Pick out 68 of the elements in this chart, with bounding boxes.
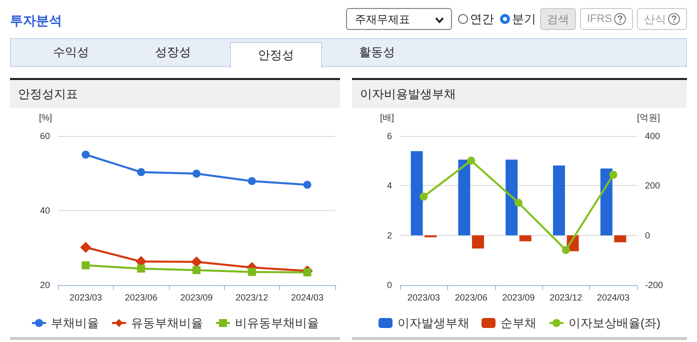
y-tick-label: 4 (386, 180, 392, 191)
point (137, 264, 146, 273)
chart-title: 이자비용발생부채 (352, 80, 687, 108)
x-tick-label: 2024/03 (597, 292, 630, 302)
point (191, 256, 202, 268)
bar (472, 235, 484, 248)
x-tick-label: 2023/03 (69, 292, 102, 302)
bar (614, 235, 626, 242)
text: 분기 (512, 12, 536, 26)
chart-title: 안정성지표 (10, 80, 340, 108)
point (609, 170, 618, 179)
y2-tick-label: -200 (645, 280, 664, 290)
point (82, 261, 90, 270)
bar (519, 235, 532, 242)
y-tick-label: 0 (386, 280, 392, 290)
legend-label: 순부채 (500, 316, 537, 330)
point (80, 242, 92, 253)
y2-tick-label: 400 (645, 131, 660, 141)
y2-tick-label: 0 (645, 230, 650, 240)
point (514, 198, 522, 207)
bar (600, 168, 612, 236)
y-tick-label: 60 (40, 131, 50, 141)
point (192, 266, 200, 274)
bar (506, 160, 518, 236)
text: 수익성 (52, 44, 90, 61)
y-tick-label: 20 (40, 280, 50, 290)
y-axis-title: [%] (38, 112, 52, 122)
y-axis-title: [배] (380, 112, 394, 122)
point (192, 170, 200, 178)
text: 검색 (540, 8, 576, 30)
x-tick-label: 2023/12 (550, 292, 582, 302)
legend-label: 유동부채비율 (131, 316, 203, 330)
text: 활동성 (358, 44, 396, 61)
text: 연간 (470, 12, 494, 26)
y2-axis-title: [억원] (637, 112, 660, 122)
bar (410, 151, 423, 236)
x-tick-label: 2023/06 (454, 292, 488, 302)
point (303, 268, 312, 276)
y-tick-label: 6 (386, 131, 392, 141)
text: 성장성 (154, 44, 192, 61)
legend-label: 부채비율 (51, 316, 99, 330)
text: 안정성 (230, 42, 322, 68)
text: IFRS (580, 8, 633, 30)
bar (553, 166, 565, 236)
point (248, 177, 256, 186)
legend-label: 이자발생부채 (398, 316, 470, 330)
point (467, 156, 476, 165)
point (137, 168, 146, 176)
point (420, 192, 428, 201)
legend-label: 비유동부채비율 (235, 316, 319, 330)
x-tick-label: 2023/09 (502, 292, 535, 302)
x-tick-label: 2023/06 (124, 292, 158, 302)
legend-label: 이자보상배율(좌) (568, 316, 661, 330)
y-tick-label: 2 (386, 230, 392, 240)
x-tick-label: 2023/03 (407, 292, 440, 302)
text: 주재무제표 (346, 8, 452, 30)
point (248, 268, 256, 276)
point (562, 246, 570, 254)
x-tick-label: 2024/03 (291, 292, 324, 302)
y2-tick-label: 200 (645, 180, 660, 191)
x-tick-label: 2023/09 (180, 292, 213, 302)
text: 투자분석 (10, 12, 62, 30)
y-tick-label: 40 (40, 206, 50, 216)
x-tick-label: 2023/12 (236, 292, 268, 302)
point (82, 150, 90, 159)
bar (458, 160, 470, 236)
point (303, 180, 312, 189)
text: 산식 (637, 8, 687, 30)
